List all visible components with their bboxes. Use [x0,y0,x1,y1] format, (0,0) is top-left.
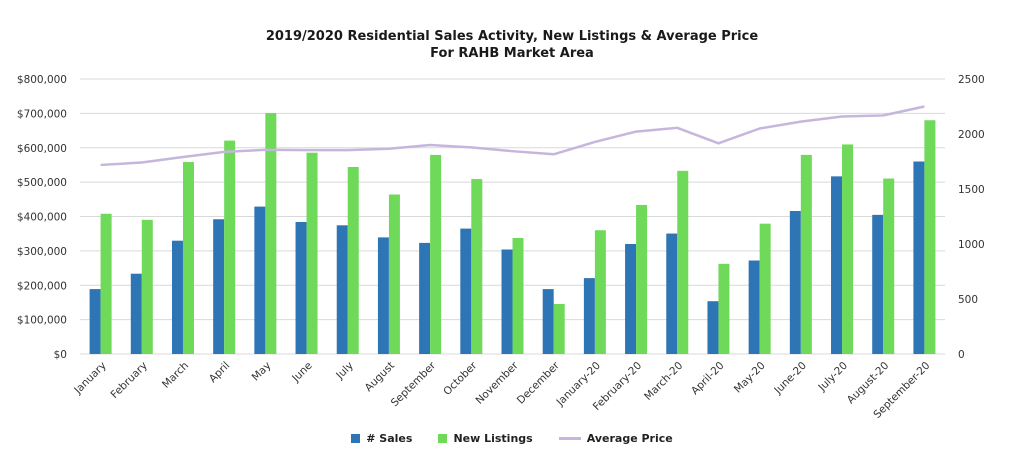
left-tick-label: $300,000 [17,246,67,258]
x-axis-ticks: January February March April May June July Augu… [71,359,932,421]
bar-sales [625,244,637,354]
legend-label-new-listings: New Listings [453,432,533,445]
left-tick-label: $600,000 [17,143,67,155]
left-tick-label: $500,000 [17,177,67,189]
bar-new-listings [924,120,936,354]
x-tick-label: June [289,360,314,385]
bar-sales [295,222,307,354]
bar-sales [831,176,843,354]
x-tick-label: June-20 [771,360,808,397]
right-tick-label: 2500 [958,74,985,86]
x-tick-label: July-20 [816,360,851,395]
left-tick-label: $700,000 [17,108,67,120]
bar-new-listings [759,223,771,354]
bar-new-listings [141,219,153,354]
bar-sales [872,214,884,354]
legend-swatch-sales [351,434,361,443]
left-tick-label: $400,000 [17,212,67,224]
bar-new-listings [883,178,895,354]
bar-sales [913,161,925,354]
right-tick-label: 0 [958,349,965,361]
bar-new-listings [842,144,854,354]
bar-new-listings [471,179,483,354]
bar-sales [748,260,760,354]
x-tick-label: February [109,360,150,401]
bar-new-listings [594,230,606,354]
bar-sales [171,240,183,354]
bar-sales [789,211,801,354]
legend-swatch-new-listings [438,434,448,443]
x-tick-label: May-20 [732,360,768,396]
x-tick-label: May [250,360,274,384]
average-price-line [100,105,925,167]
right-tick-label: 500 [958,294,978,306]
bar-sales [336,225,348,354]
x-tick-label: January [71,360,108,397]
x-tick-label: July [333,360,356,383]
chart-title: 2019/2020 Residential Sales Activity, Ne… [0,28,1024,62]
left-tick-label: $0 [54,349,67,361]
bar-new-listings [718,263,730,354]
bar-new-listings [430,154,442,354]
average-price-line-group [100,105,925,167]
chart-subtitle: For RAHB Market Area [430,46,594,61]
chart-title-line1: 2019/2020 Residential Sales Activity, Ne… [265,29,759,44]
left-tick-label: $100,000 [17,315,67,327]
right-tick-label: 1000 [958,239,985,251]
legend-swatch-average-price [558,437,581,440]
left-axis-ticks: $0 $100,000 $200,000 $300,000 $400,000 $500,0… [17,74,67,361]
bar-sales [542,289,554,354]
x-tick-label: March-20 [642,360,685,403]
bar-new-listings [306,152,318,354]
left-tick-label: $200,000 [17,280,67,292]
right-tick-label: 2000 [958,129,985,141]
x-tick-label: April [207,360,232,385]
bar-sales [213,219,225,354]
bar-new-listings [512,237,524,354]
left-tick-label: $800,000 [17,74,67,86]
x-tick-label: October [441,359,480,398]
x-tick-label: March [160,360,191,391]
legend-item-sales: # Sales [351,432,412,445]
x-tick-label: August [363,360,397,394]
bar-new-listings [553,303,565,354]
bar-new-listings [636,204,648,354]
bar-new-listings [388,194,400,354]
bar-new-listings [182,162,194,354]
legend-item-average-price: Average Price [558,432,673,445]
bar-new-listings [224,140,236,354]
x-tick-label: November [474,359,522,407]
legend-label-sales: # Sales [366,432,413,445]
bar-new-listings [800,154,812,354]
bar-sales [666,233,678,354]
bar-sales [707,301,719,354]
bar-sales [89,289,101,354]
bar-new-listings [677,170,689,354]
right-tick-label: 1500 [958,184,985,196]
bars [89,113,936,354]
bar-sales [130,273,142,354]
bar-new-listings [347,167,359,354]
bar-sales [419,242,431,354]
legend-item-new-listings: New Listings [438,432,533,445]
x-tick-label: September [389,359,439,409]
bar-new-listings [100,213,112,354]
legend-label-average-price: Average Price [586,432,673,445]
x-tick-label: April-20 [689,360,727,398]
right-axis-ticks: 0 500 1000 1500 2000 2500 [958,74,985,361]
bar-sales [460,228,472,354]
bar-sales [377,237,389,354]
bar-sales [501,249,513,354]
bar-new-listings [265,113,277,354]
bar-sales [583,278,595,354]
bar-sales [254,206,266,354]
legend: # Sales New Listings Average Price [0,432,1024,445]
